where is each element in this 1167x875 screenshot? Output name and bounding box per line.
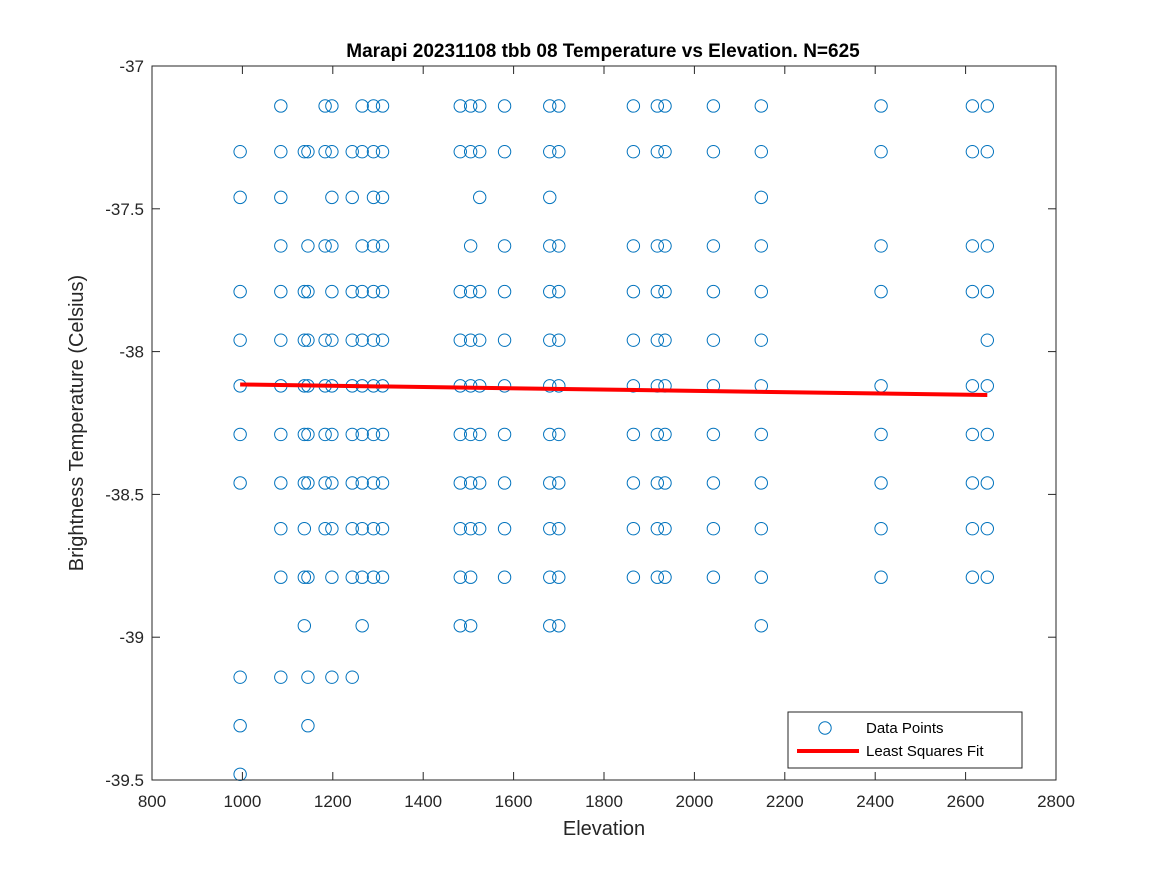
x-tick-label: 1600 — [495, 792, 533, 811]
x-tick-label: 1000 — [223, 792, 261, 811]
x-tick-label: 2000 — [675, 792, 713, 811]
x-tick-label: 1800 — [585, 792, 623, 811]
x-tick-label: 800 — [138, 792, 166, 811]
x-tick-label: 2800 — [1037, 792, 1075, 811]
x-tick-label: 2400 — [856, 792, 894, 811]
y-tick-label: -39.5 — [105, 771, 144, 790]
x-tick-label: 2600 — [947, 792, 985, 811]
legend-entry-data-points: Data Points — [866, 720, 944, 737]
x-axis-label: Elevation — [563, 818, 645, 840]
y-tick-label: -38 — [119, 343, 144, 362]
x-tick-label: 1400 — [404, 792, 442, 811]
y-axis-label: Brightness Temperature (Celsius) — [66, 275, 88, 571]
x-tick-label: 1200 — [314, 792, 352, 811]
legend: Data Points Least Squares Fit — [788, 712, 1022, 768]
y-tick-label: -39 — [119, 628, 144, 647]
legend-entry-least-squares-fit: Least Squares Fit — [866, 743, 984, 760]
x-tick-label: 2200 — [766, 792, 804, 811]
y-tick-label: -38.5 — [105, 485, 144, 504]
chart-title: Marapi 20231108 tbb 08 Temperature vs El… — [346, 41, 860, 62]
y-tick-label: -37 — [119, 57, 144, 76]
y-tick-label: -37.5 — [105, 200, 144, 219]
